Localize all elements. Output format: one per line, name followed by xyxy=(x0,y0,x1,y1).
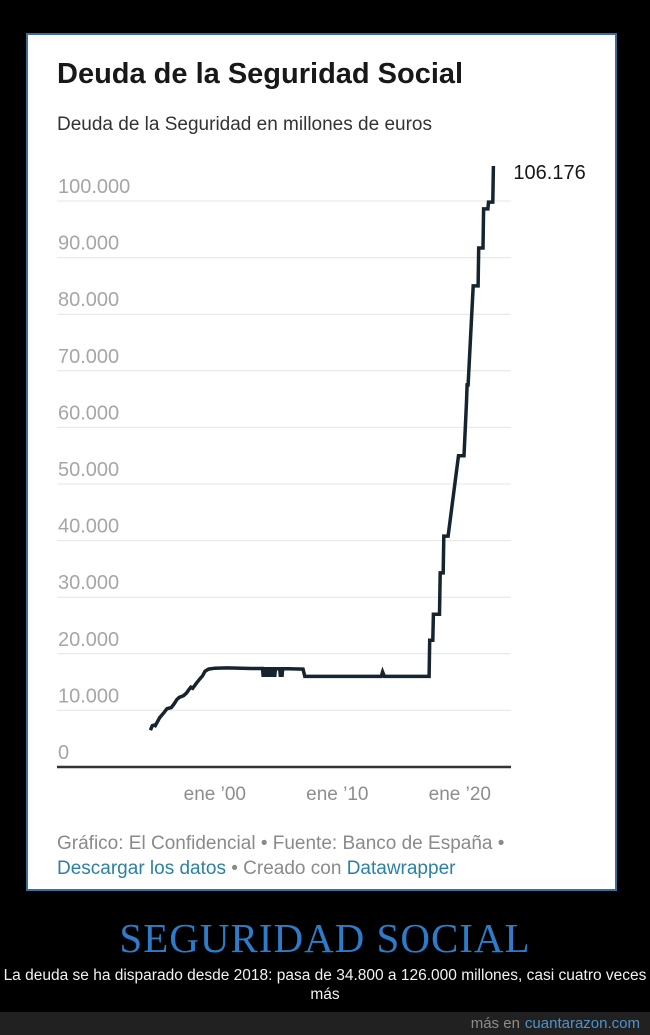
watermark-prefix: más en xyxy=(470,1015,520,1032)
site-link[interactable]: cuantarazon.com xyxy=(524,1015,640,1032)
meme-title: SEGURIDAD SOCIAL xyxy=(119,915,531,961)
y-tick-label: 30.000 xyxy=(58,572,119,594)
y-tick-label: 80.000 xyxy=(58,289,119,311)
meme-caption: La deuda se ha disparado desde 2018: pas… xyxy=(3,967,647,1003)
x-tick-label: ene ’10 xyxy=(306,784,368,805)
y-tick-label: 0 xyxy=(58,742,69,764)
x-tick-label: ene ’00 xyxy=(184,784,246,805)
debt-line-chart: 0 10.000 20.000 30.000 40.000 50.000 60.000 70.… xyxy=(57,162,586,805)
y-tick-label: 100.000 xyxy=(58,176,130,198)
last-value-label: 106.176 xyxy=(513,162,585,184)
y-tick-label: 70.000 xyxy=(58,346,119,368)
watermark-bar: más en cuantarazon.com xyxy=(0,1012,650,1035)
y-tick-label: 90.000 xyxy=(58,233,119,255)
chart-subtitle: Deuda de la Seguridad en millones de eur… xyxy=(57,114,432,135)
credits-text: Gráfico: El Confidencial • Fuente: Banco… xyxy=(57,833,505,854)
chart-title: Deuda de la Seguridad Social xyxy=(57,58,464,90)
x-tick-label: ene ’20 xyxy=(429,784,491,805)
chart-card: Deuda de la Seguridad Social Deuda de la… xyxy=(26,33,617,891)
y-tick-label: 40.000 xyxy=(58,516,119,538)
download-data-link[interactable]: Descargar los datos xyxy=(57,858,226,879)
credits-text: • Creado con xyxy=(225,858,347,879)
datawrapper-link[interactable]: Datawrapper xyxy=(346,858,456,879)
chart-credits: Gráfico: El Confidencial • Fuente: Banco… xyxy=(57,831,586,881)
y-tick-label: 20.000 xyxy=(58,629,119,651)
debt-series-line xyxy=(148,165,496,731)
y-tick-label: 50.000 xyxy=(58,459,119,481)
y-tick-label: 60.000 xyxy=(58,402,119,424)
y-tick-label: 10.000 xyxy=(58,685,119,707)
chart-area: 0 10.000 20.000 30.000 40.000 50.000 60.000 70.… xyxy=(57,157,586,817)
